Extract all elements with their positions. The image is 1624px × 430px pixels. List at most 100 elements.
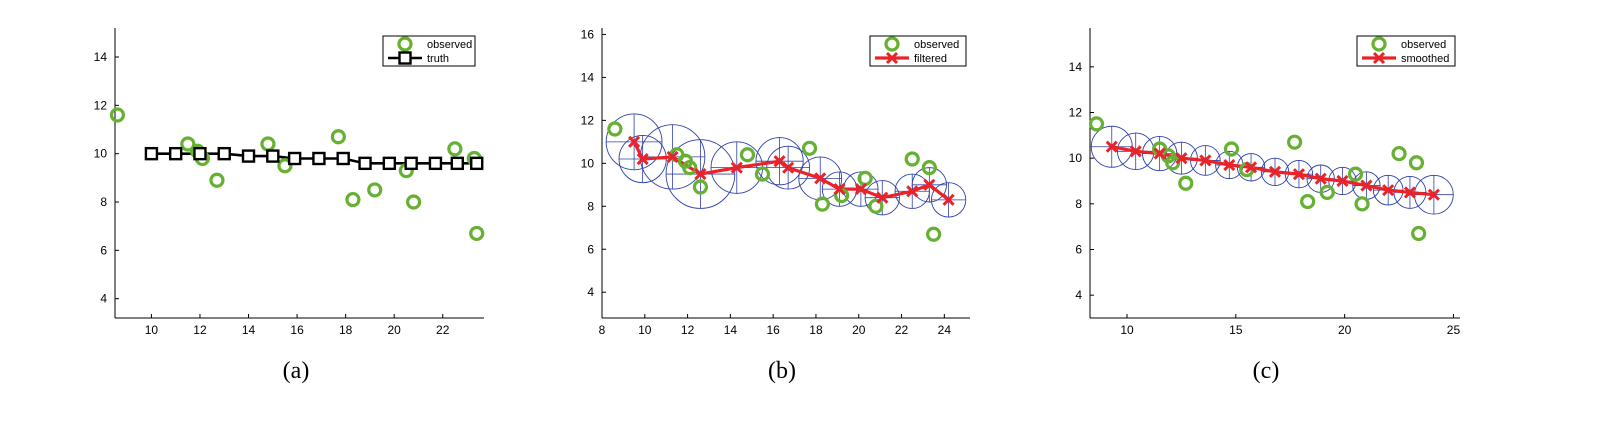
filtered-point xyxy=(730,161,743,174)
smoothed-point xyxy=(1199,154,1212,167)
x-tick-label: 18 xyxy=(339,323,353,337)
y-tick-label: 14 xyxy=(94,50,108,64)
x-tick-label: 10 xyxy=(145,323,159,337)
panel-caption: (a) xyxy=(283,358,310,384)
observed-point xyxy=(1178,175,1194,191)
observed-point xyxy=(260,136,276,152)
smoothed-point xyxy=(1175,152,1188,165)
y-tick-label: 8 xyxy=(1075,197,1082,211)
observed-point xyxy=(739,147,756,163)
observed-point xyxy=(1286,134,1303,150)
smoothed-point xyxy=(1360,179,1373,192)
x-tick-label: 22 xyxy=(436,323,450,337)
observed-point xyxy=(1319,184,1335,201)
x-tick-label: 15 xyxy=(1229,323,1243,337)
chart-panel-2: 8 10 12 14 16 18 20 22 24 4 6 8 10 12 14 16 observed filt… xyxy=(581,27,970,384)
legend-observed-marker xyxy=(397,36,413,52)
y-tick-label: 14 xyxy=(1069,60,1083,74)
legend-label-observed: observed xyxy=(914,39,959,51)
x-tick-label: 20 xyxy=(1338,323,1352,337)
truth-point xyxy=(358,156,372,171)
observed-point xyxy=(1408,155,1425,171)
observed-point xyxy=(921,160,937,176)
y-tick-label: 10 xyxy=(581,156,595,170)
y-tick-label: 16 xyxy=(581,27,595,41)
y-tick-label: 12 xyxy=(581,113,595,127)
smoothed-point xyxy=(1129,145,1142,158)
filtered-point xyxy=(876,191,889,204)
observed-point xyxy=(1223,141,1240,157)
observed-point xyxy=(209,172,225,188)
legend: observed smoothed xyxy=(1356,35,1456,67)
x-tick-label: 12 xyxy=(193,323,207,337)
truth-point xyxy=(266,149,280,163)
chart-panel-3: 10 15 20 25 4 6 8 10 12 14 observed smoothed (c) xyxy=(1069,28,1460,384)
observed-point xyxy=(692,179,709,195)
x-tick-label: 18 xyxy=(809,323,823,337)
filtered-point xyxy=(636,152,649,166)
observed-point xyxy=(367,182,383,198)
truth-point xyxy=(450,156,464,171)
legend: observed filtered xyxy=(869,35,967,67)
x-tick-label: 12 xyxy=(681,323,695,337)
y-tick-label: 4 xyxy=(587,285,594,299)
x-tick-label: 16 xyxy=(290,323,304,337)
smoothed-point xyxy=(1292,168,1306,181)
panel-caption: (b) xyxy=(768,358,796,384)
smoothed-point xyxy=(1382,184,1395,197)
observed-point xyxy=(1411,225,1427,242)
filtered-point xyxy=(628,135,641,148)
legend-filtered-marker xyxy=(885,51,899,65)
legend-label-filtered: filtered xyxy=(914,53,947,65)
filtered-point xyxy=(814,172,827,185)
x-tick-label: 16 xyxy=(766,323,780,337)
x-tick-label: 14 xyxy=(724,323,738,337)
x-tick-label: 8 xyxy=(599,323,606,337)
truth-point xyxy=(168,146,183,161)
observed-point xyxy=(109,107,126,123)
smoothed-point xyxy=(1314,172,1327,185)
observed-point xyxy=(277,158,293,174)
legend-label-observed: observed xyxy=(427,39,472,51)
filtered-point xyxy=(906,185,919,198)
legend-observed-marker xyxy=(884,36,900,52)
observed-point xyxy=(814,196,830,212)
truth-point xyxy=(312,151,326,166)
truth-point xyxy=(287,151,302,166)
y-tick-label: 4 xyxy=(1075,288,1082,302)
observed-point xyxy=(904,151,920,167)
smoothed-point xyxy=(1336,174,1349,188)
chart-panel-1: 10 12 14 16 18 20 22 4 6 8 10 12 14 observed truth (a) xyxy=(94,28,485,384)
observed-point xyxy=(1088,116,1105,132)
observed-point xyxy=(405,194,422,210)
panel-caption: (c) xyxy=(1253,358,1280,384)
x-tick-label: 10 xyxy=(638,323,652,337)
smoothed-point xyxy=(1427,188,1440,201)
filtered-point xyxy=(942,193,955,206)
observed-point xyxy=(801,140,818,156)
smoothed-point xyxy=(1403,186,1417,199)
x-tick-label: 14 xyxy=(242,323,256,337)
truth-point xyxy=(382,156,397,171)
y-tick-label: 14 xyxy=(581,70,595,84)
observed-point xyxy=(447,141,463,157)
observed-point xyxy=(1300,193,1316,210)
y-tick-label: 8 xyxy=(100,195,107,209)
observed-point xyxy=(926,226,942,242)
legend-truth-marker xyxy=(398,51,412,65)
y-tick-label: 8 xyxy=(587,199,594,213)
filtered-point xyxy=(666,150,679,163)
x-tick-label: 20 xyxy=(387,323,401,337)
legend-smoothed-marker xyxy=(1372,51,1386,65)
y-tick-label: 12 xyxy=(1069,105,1083,119)
legend-label-truth: truth xyxy=(427,53,449,65)
y-tick-label: 6 xyxy=(100,243,107,257)
y-tick-label: 6 xyxy=(1075,242,1082,256)
filtered-point xyxy=(694,168,707,181)
truth-point xyxy=(336,151,350,166)
legend-label-smoothed: smoothed xyxy=(1401,53,1449,65)
filtered-point xyxy=(782,161,795,174)
legend-observed-marker xyxy=(1371,36,1387,52)
y-tick-label: 10 xyxy=(94,147,108,161)
